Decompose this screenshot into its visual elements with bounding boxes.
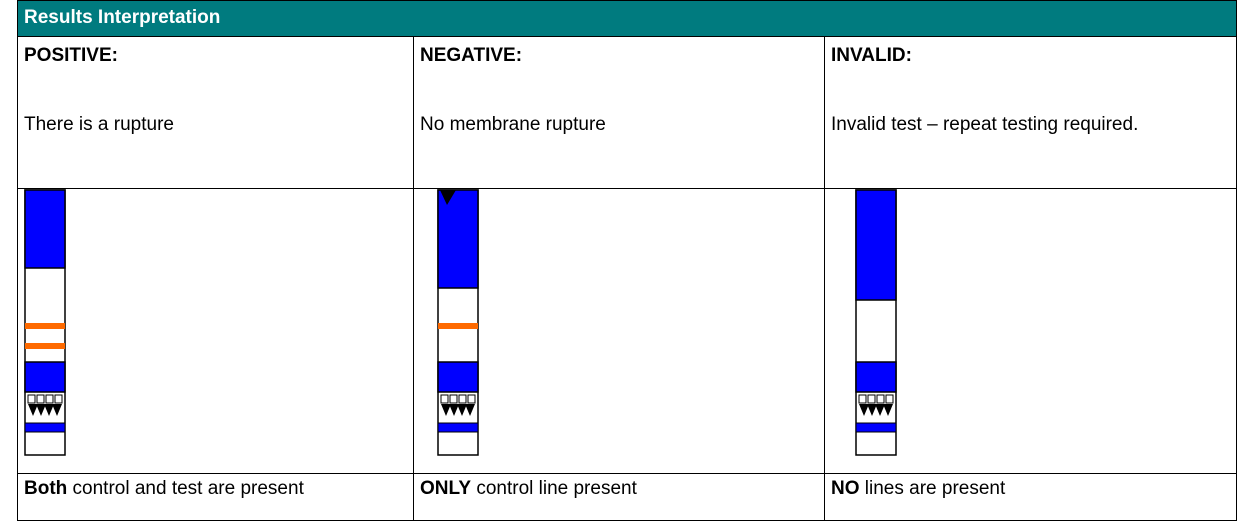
result-text: control and test are present: [72, 478, 304, 499]
cell: [413, 188, 825, 474]
cell: ONLY control line present: [413, 473, 825, 521]
cell: INVALID: Invalid test – repeat testing re…: [824, 36, 1237, 189]
blue-zone: [437, 361, 479, 393]
cell: NEGATIVE: No membrane rupture: [413, 36, 825, 189]
pad: [27, 394, 36, 404]
pad: [45, 394, 54, 404]
arrow: [441, 404, 451, 416]
cell: NO lines are present: [824, 473, 1237, 521]
result-bold: Both: [24, 478, 68, 499]
blue-zone: [437, 422, 479, 433]
arrow: [28, 404, 38, 416]
line-band: [25, 323, 65, 329]
line-band: [438, 323, 478, 329]
description: There is a rupture: [24, 114, 174, 135]
results-table: Results Interpretation POSITIVE: There is…: [17, 0, 1237, 521]
blue-zone: [855, 422, 897, 433]
arrow: [867, 404, 877, 416]
blue-zone: [24, 189, 66, 269]
pad: [54, 394, 63, 404]
heading: NEGATIVE:: [420, 45, 523, 66]
arrow: [36, 404, 46, 416]
result-text: control line present: [476, 478, 637, 499]
cell: Both control and test are present: [17, 473, 414, 521]
arrow: [44, 404, 54, 416]
arrow: [875, 404, 885, 416]
pad: [858, 394, 867, 404]
pad: [467, 394, 476, 404]
pad: [36, 394, 45, 404]
result-text: lines are present: [864, 478, 1006, 499]
pad: [876, 394, 885, 404]
pad: [885, 394, 894, 404]
cell: [17, 188, 414, 474]
pad: [440, 394, 449, 404]
test-strip: [437, 189, 479, 456]
blue-zone: [855, 189, 897, 301]
test-strip: [855, 189, 897, 456]
arrow: [449, 404, 459, 416]
blue-zone: [855, 361, 897, 393]
arrow: [465, 404, 475, 416]
blue-zone: [437, 189, 479, 289]
blue-zone: [24, 422, 66, 433]
pad: [458, 394, 467, 404]
arrow: [52, 404, 62, 416]
cell: POSITIVE: There is a rupture: [17, 36, 414, 189]
cell: [824, 188, 1237, 474]
result-bold: ONLY: [420, 478, 472, 499]
arrow: [457, 404, 467, 416]
heading: POSITIVE:: [24, 45, 118, 66]
test-strip: [24, 189, 66, 456]
arrow: [883, 404, 893, 416]
description: No membrane rupture: [420, 114, 606, 135]
pad: [867, 394, 876, 404]
pad: [449, 394, 458, 404]
blue-zone: [24, 361, 66, 393]
heading: INVALID:: [831, 45, 912, 66]
arrow: [859, 404, 869, 416]
result-bold: NO: [831, 478, 860, 499]
line-band: [25, 343, 65, 349]
description: Invalid test – repeat testing required.: [831, 114, 1139, 135]
arrow: [440, 190, 456, 205]
table-title: Results Interpretation: [17, 0, 1237, 37]
